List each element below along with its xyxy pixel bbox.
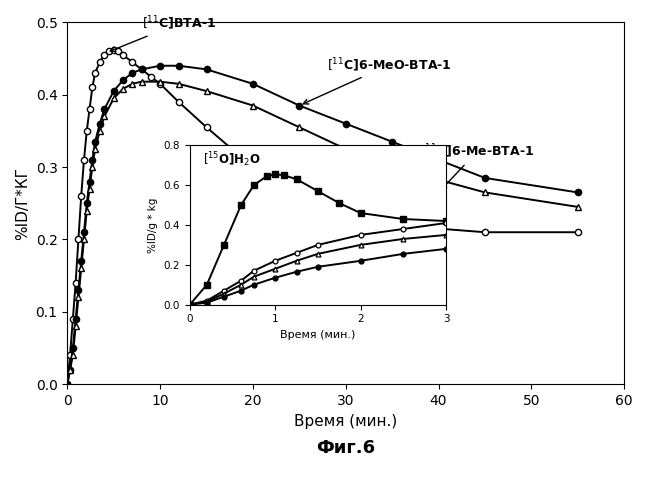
Text: $[^{11}$C]BTA-1: $[^{11}$C]BTA-1 [110, 14, 216, 52]
X-axis label: Время (мин.): Время (мин.) [294, 414, 397, 428]
Y-axis label: %ID/Г*КГ: %ID/Г*КГ [15, 167, 30, 240]
Text: $[^{11}$C]6-MeO-BTA-1: $[^{11}$C]6-MeO-BTA-1 [303, 56, 452, 104]
Text: Фиг.6: Фиг.6 [316, 438, 375, 456]
Text: $[^{11}$C]6-Me-BTA-1: $[^{11}$C]6-Me-BTA-1 [420, 143, 534, 190]
